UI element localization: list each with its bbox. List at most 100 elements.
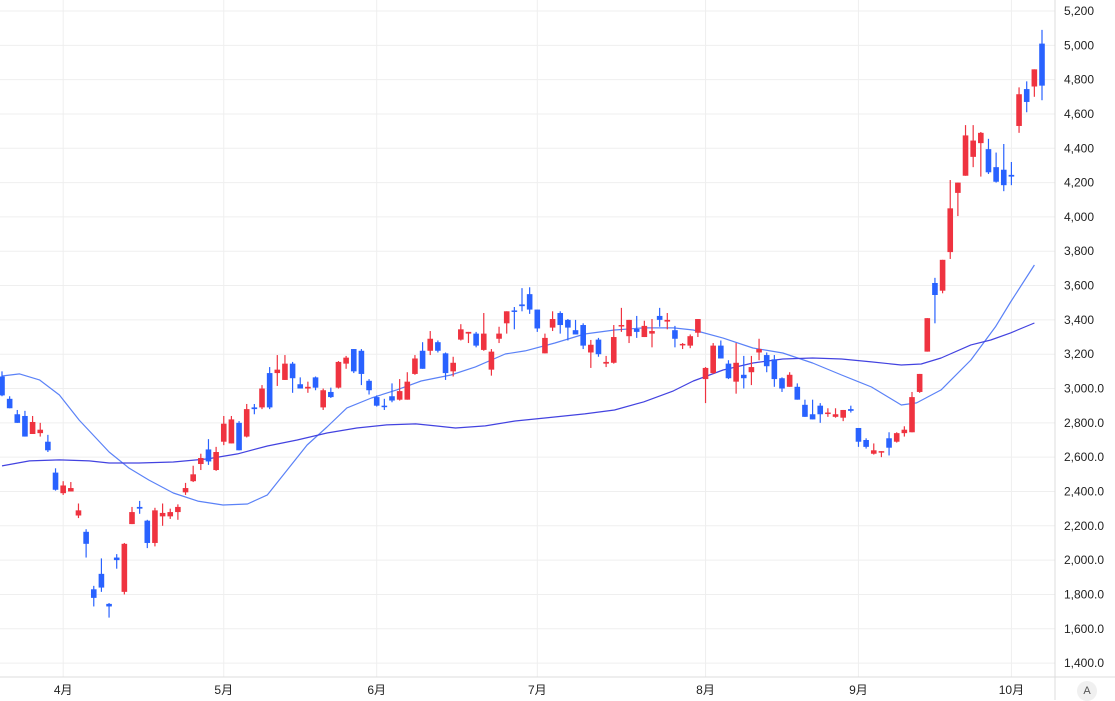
candle-body: [228, 419, 235, 444]
candle-body: [136, 506, 143, 509]
candle-body: [190, 474, 196, 482]
candle-body: [121, 543, 128, 592]
candle-up: [695, 319, 701, 338]
candle-body: [603, 361, 609, 364]
candle-down: [1000, 143, 1007, 192]
candle-body: [297, 384, 304, 389]
y-tick-label: 3,200: [1064, 347, 1094, 361]
candle-up: [702, 367, 709, 404]
candle-body: [106, 603, 112, 607]
candle-down: [565, 319, 571, 341]
price-axis[interactable]: 5,200 5,000 4,800 4,600 4,400 4,200 4,000 3,800…: [1064, 4, 1104, 670]
candle-up: [480, 313, 487, 351]
candle-up: [182, 482, 189, 495]
candle-up: [29, 415, 36, 434]
candle-body: [825, 412, 831, 415]
y-tick-label: 3,600: [1064, 279, 1094, 293]
candle-body: [633, 328, 640, 332]
time-axis[interactable]: 4月 5月 6月 7月 8月 9月 10月: [54, 683, 1024, 697]
candle-up: [893, 432, 900, 443]
candle-down: [236, 421, 242, 451]
candle-body: [702, 367, 709, 380]
candle-up: [343, 355, 349, 369]
candle-down: [817, 403, 824, 423]
candle-down: [511, 307, 518, 330]
candle-body: [175, 506, 181, 513]
candle-body: [488, 351, 495, 370]
y-tick-label: 4,600: [1064, 107, 1094, 121]
candle-down: [98, 558, 105, 592]
candle-down: [52, 468, 59, 491]
candle-body: [282, 363, 288, 380]
candle-up: [901, 426, 908, 437]
candle-up: [274, 355, 281, 386]
y-tick-label: 1,600.0: [1064, 622, 1104, 636]
candles: [0, 29, 1045, 618]
candle-down: [656, 307, 663, 327]
candle-down: [633, 315, 640, 338]
candle-down: [366, 379, 372, 395]
candle-body: [274, 369, 281, 374]
candle-body: [863, 440, 869, 447]
candle-down: [136, 500, 143, 514]
y-tick-label: 4,800: [1064, 73, 1094, 87]
candle-down: [809, 399, 816, 420]
candle-body: [718, 345, 724, 359]
candle-body: [725, 363, 732, 379]
candle-up: [909, 391, 915, 433]
candle-body: [305, 386, 311, 389]
candle-down: [419, 342, 426, 369]
candle-body: [68, 488, 74, 492]
candle-down: [144, 519, 151, 549]
ma-short-line: [1, 264, 1035, 506]
candle-body: [695, 319, 701, 333]
candle-body: [840, 409, 846, 418]
candle-down: [993, 152, 999, 183]
candle-body: [886, 438, 892, 448]
candle-body: [381, 405, 388, 408]
candle-body: [832, 414, 839, 417]
candle-body: [733, 362, 739, 382]
candle-down: [985, 138, 992, 175]
y-tick-label: 1,800.0: [1064, 587, 1104, 601]
candle-body: [771, 359, 778, 380]
candle-body: [955, 182, 961, 193]
candle-body: [993, 167, 999, 182]
x-tick-label: 4月: [54, 683, 73, 697]
candle-up: [159, 503, 166, 526]
candle-up: [610, 325, 617, 364]
candle-body: [893, 433, 900, 442]
candle-body: [427, 338, 434, 351]
candle-body: [29, 421, 36, 434]
candle-down: [289, 361, 296, 393]
candle-up: [121, 542, 128, 595]
candle-body: [435, 342, 441, 351]
candle-body: [565, 319, 571, 328]
y-tick-label: 2,000.0: [1064, 553, 1104, 567]
candle-body: [794, 386, 801, 400]
candle-down: [526, 287, 533, 314]
candle-up: [220, 415, 227, 446]
candle-up: [427, 331, 434, 356]
ma-long-line: [1, 322, 1035, 467]
candle-up: [978, 131, 984, 177]
candle-up: [335, 361, 342, 389]
candle-body: [60, 485, 66, 494]
candle-body: [335, 361, 342, 388]
candle-down: [863, 438, 869, 449]
candle-body: [389, 396, 395, 401]
y-tick-label: 4,000: [1064, 210, 1094, 224]
candle-up: [962, 125, 969, 176]
candle-up: [503, 311, 510, 334]
auto-scale-button[interactable]: A: [1077, 681, 1097, 701]
candle-body: [618, 325, 625, 327]
candle-body: [664, 319, 671, 322]
candle-body: [159, 512, 166, 517]
candle-down: [22, 410, 28, 437]
candle-down: [0, 371, 5, 397]
candle-up: [679, 343, 686, 350]
candle-body: [404, 381, 411, 400]
candle-body: [932, 282, 938, 295]
